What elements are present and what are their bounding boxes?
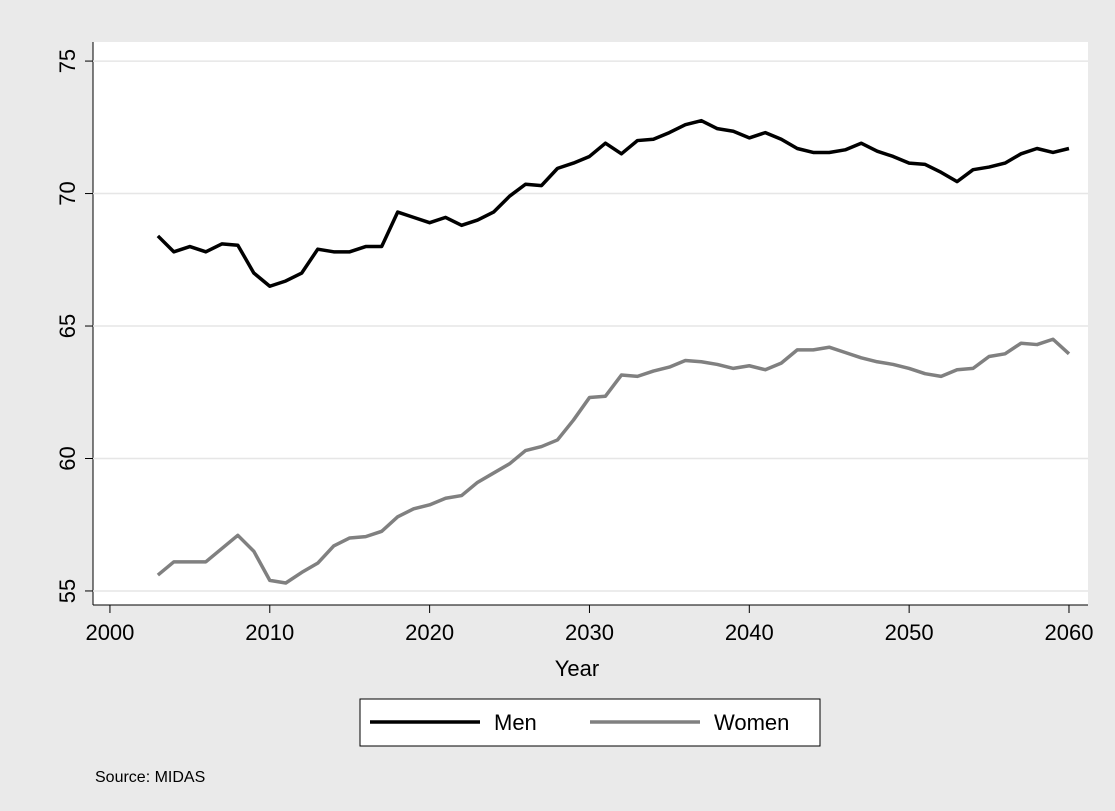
y-tick-label: 75	[55, 49, 80, 73]
x-tick-label: 2000	[85, 620, 134, 645]
x-tick-label: 2020	[405, 620, 454, 645]
x-tick-label: 2050	[885, 620, 934, 645]
series-line	[156, 118, 1070, 289]
legend-label: Men	[494, 710, 537, 735]
x-tick-label: 2010	[245, 620, 294, 645]
series-line	[156, 337, 1071, 585]
y-tick-label: 60	[55, 446, 80, 470]
legend-label: Women	[714, 710, 789, 735]
plot-area	[93, 42, 1088, 605]
y-tick-label: 70	[55, 181, 80, 205]
y-tick-label: 55	[55, 579, 80, 603]
x-tick-label: 2060	[1045, 620, 1094, 645]
x-tick-label: 2040	[725, 620, 774, 645]
source-note: Source: MIDAS	[95, 769, 205, 786]
x-axis-label: Year	[555, 656, 599, 681]
x-tick-label: 2030	[565, 620, 614, 645]
y-tick-label: 65	[55, 314, 80, 338]
